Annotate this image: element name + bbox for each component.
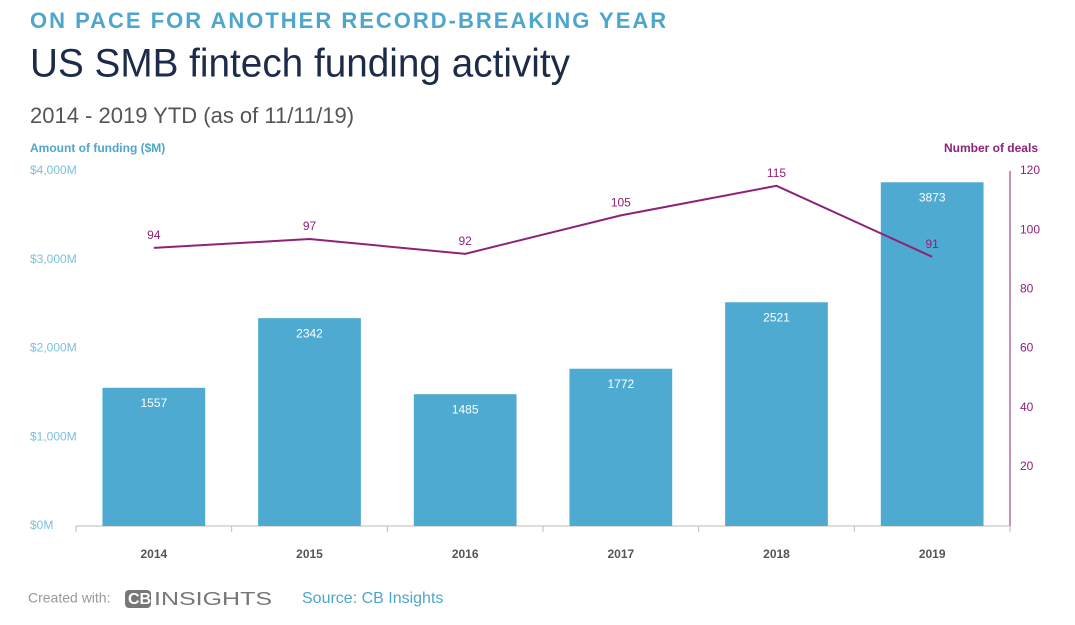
bar (725, 302, 828, 526)
line-value-label: 91 (925, 237, 939, 251)
source: Source: CB Insights (302, 590, 443, 607)
kicker: ON PACE FOR ANOTHER RECORD-BREAKING YEAR (30, 8, 668, 33)
bar-value-label: 1772 (607, 377, 634, 391)
line-value-label: 97 (303, 219, 317, 233)
bar-value-label: 2521 (763, 310, 790, 324)
chart-title: US SMB fintech funding activity (30, 42, 570, 86)
x-tick-label: 2019 (919, 547, 946, 561)
y-tick-label: $3,000M (30, 252, 77, 266)
bar (569, 368, 673, 526)
y2-tick-label: 80 (1020, 282, 1034, 296)
y-axis-title: Amount of funding ($M) (30, 141, 165, 155)
line (153, 184, 933, 258)
bar (880, 182, 984, 527)
x-tick-label: 2014 (140, 547, 167, 561)
line-value-label: 115 (767, 166, 786, 180)
logo-text: INSIGHTS (154, 589, 272, 609)
x-tick-label: 2018 (763, 547, 790, 561)
bar-value-label: 1557 (140, 396, 167, 410)
y-tick-label: $2,000M (30, 341, 77, 355)
bar (413, 394, 517, 526)
y2-tick-label: 100 (1020, 222, 1040, 236)
y2-tick-label: 60 (1020, 341, 1034, 355)
y2-axis-title: Number of deals (944, 141, 1038, 155)
bar (258, 318, 361, 526)
x-tick-label: 2017 (607, 547, 634, 561)
y2-tick-label: 20 (1020, 459, 1034, 473)
logo-badge (125, 590, 151, 608)
line-value-label: 105 (611, 196, 631, 210)
bar-value-label: 3873 (919, 190, 946, 204)
y2-tick-label: 40 (1020, 400, 1034, 414)
line-value-label: 92 (458, 234, 472, 248)
x-tick-label: 2015 (296, 547, 323, 561)
bar (102, 387, 206, 526)
y-tick-label: $1,000M (30, 429, 77, 443)
bar-value-label: 1485 (452, 402, 479, 416)
y-tick-label: $4,000M (30, 163, 77, 177)
created-with: Created with: (28, 590, 110, 606)
x-tick-label: 2016 (452, 547, 479, 561)
y-tick-label: $0M (30, 518, 53, 532)
line-value-label: 94 (147, 228, 161, 242)
chart-subtitle: 2014 - 2019 YTD (as of 11/11/19) (30, 103, 354, 128)
y2-tick-label: 120 (1020, 163, 1040, 177)
bar-value-label: 2342 (296, 326, 323, 340)
logo-bold: CB (128, 591, 151, 608)
